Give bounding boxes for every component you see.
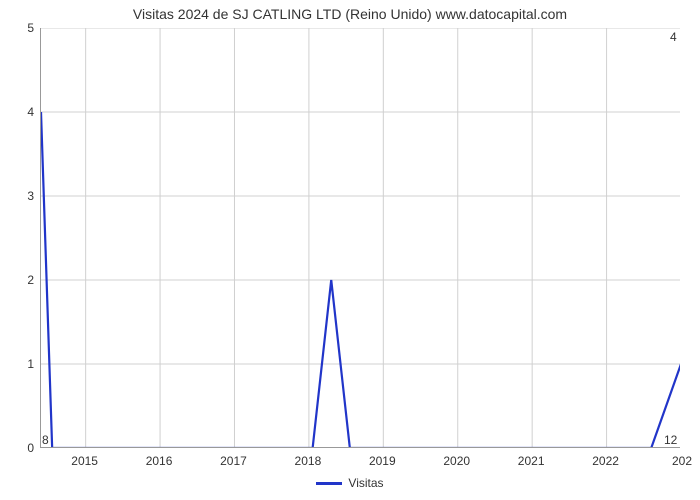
x-tick-label: 2022 [592,454,619,468]
y-tick-label: 4 [20,105,34,119]
y-tick-label: 2 [20,273,34,287]
legend: Visitas [0,476,700,490]
x-tick-label: 2016 [146,454,173,468]
legend-label: Visitas [348,476,383,490]
plot-area [40,28,680,448]
x-tick-label: 2020 [443,454,470,468]
x-tick-label: 2018 [295,454,322,468]
x-tick-label: 2015 [71,454,98,468]
y-tick-label: 0 [20,441,34,455]
y-tick-label: 1 [20,357,34,371]
chart-title: Visitas 2024 de SJ CATLING LTD (Reino Un… [0,6,700,22]
plot-svg [41,28,680,447]
chart-container: Visitas 2024 de SJ CATLING LTD (Reino Un… [0,0,700,500]
x-tick-label: 2021 [518,454,545,468]
legend-swatch [316,482,342,485]
corner-top-right: 4 [670,30,677,44]
x-tick-label-partial: 202 [672,454,692,468]
x-tick-label: 2019 [369,454,396,468]
x-tick-label: 2017 [220,454,247,468]
y-tick-label: 5 [20,21,34,35]
corner-bottom-right: 12 [664,433,677,447]
corner-bottom-left: 8 [42,433,49,447]
y-tick-label: 3 [20,189,34,203]
